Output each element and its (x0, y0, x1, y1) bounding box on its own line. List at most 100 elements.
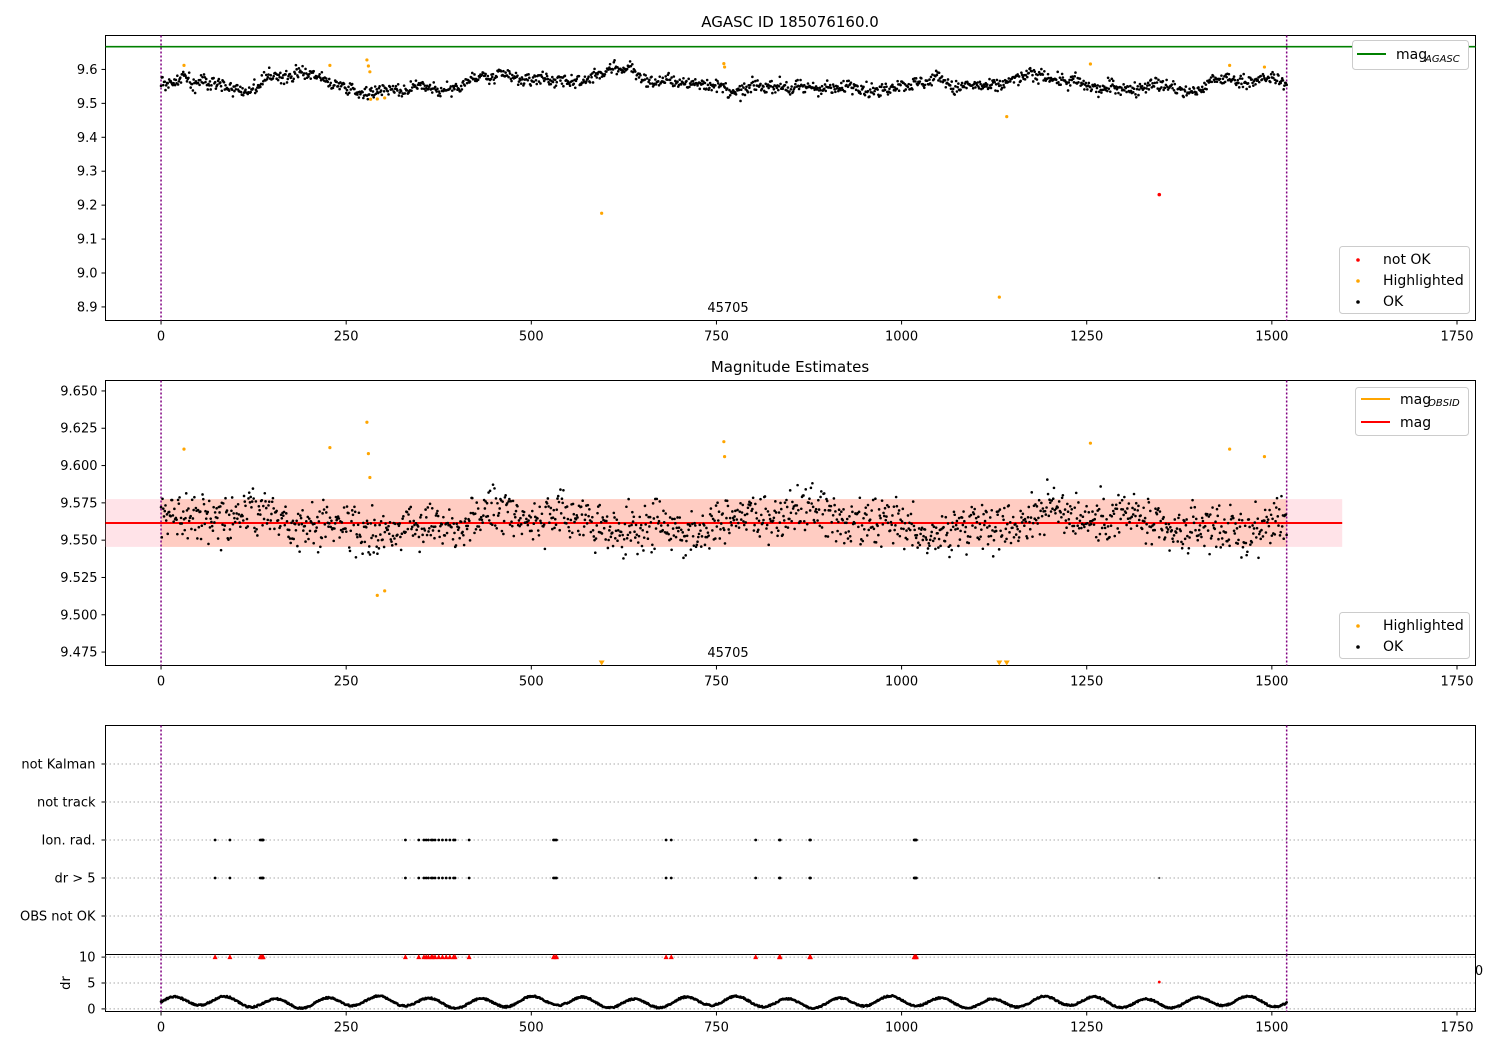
ok-point (410, 86, 414, 89)
ok-point (905, 537, 909, 541)
ok-point (777, 529, 780, 533)
ok-point (797, 508, 800, 512)
ok-point (1088, 85, 1092, 89)
ok-point (196, 508, 200, 512)
ok-point (1024, 73, 1028, 77)
ok-point (207, 84, 211, 87)
ok-point (684, 554, 687, 557)
ok-point (963, 85, 966, 89)
y-tick-label: 9.550 (60, 534, 97, 549)
highlighted-point (182, 63, 186, 67)
ok-point (1119, 517, 1122, 521)
ok-point (1210, 80, 1214, 84)
highlighted-point (600, 211, 604, 215)
ok-point (249, 495, 253, 499)
ok-point (1086, 88, 1089, 91)
ok-point (642, 536, 646, 539)
ok-point (843, 90, 847, 93)
x-tick-label: 1000 (885, 675, 918, 690)
ok-point (761, 521, 765, 525)
ok-point (799, 507, 803, 511)
ok-point (957, 516, 961, 520)
ok-point (916, 83, 919, 87)
ok-point (681, 531, 685, 534)
ok-point (992, 538, 996, 542)
ok-point (834, 539, 838, 543)
ok-point (185, 80, 189, 83)
ok-point (716, 79, 719, 83)
ok-point (1257, 556, 1260, 560)
ok-point (291, 519, 295, 523)
ok-point (1090, 88, 1094, 91)
ok-point (872, 92, 876, 96)
ok-point (990, 508, 994, 512)
ok-point (1101, 514, 1105, 518)
ok-point (514, 71, 518, 75)
ok-point (723, 542, 727, 545)
ok-point (519, 78, 522, 82)
ok-point (338, 536, 341, 539)
ok-point (273, 527, 276, 531)
ok-point (1152, 523, 1156, 526)
ok-point (1048, 501, 1052, 504)
ok-point (303, 524, 307, 528)
ok-point (176, 83, 180, 86)
ok-point (394, 542, 398, 546)
legend-highlighted-label: Highlighted (1383, 273, 1464, 289)
x-tick-label: 500 (519, 1021, 544, 1036)
ok-point (1259, 537, 1263, 541)
ok-point (400, 532, 404, 536)
ok-point (738, 84, 742, 88)
ok-point (380, 93, 384, 97)
ok-point (570, 73, 573, 77)
ok-point (379, 519, 383, 523)
ok-point (978, 80, 982, 84)
ok-point (988, 516, 992, 519)
ok-point (436, 509, 439, 513)
ok-point (628, 60, 632, 63)
ok-point (678, 78, 682, 81)
ok-point (200, 524, 204, 528)
ok-point (330, 519, 333, 523)
ok-point (906, 514, 910, 517)
ok-point (490, 523, 494, 527)
ok-point (541, 70, 544, 74)
ok-point (567, 525, 570, 529)
ok-point (701, 82, 705, 86)
ok-point (1068, 84, 1072, 87)
ok-point (365, 85, 368, 89)
ok-point (255, 89, 258, 93)
ok-point (644, 74, 647, 77)
ok-point (576, 529, 580, 533)
ok-point (923, 528, 927, 531)
ok-point (344, 527, 347, 530)
ok-point (777, 511, 781, 514)
ok-point (1245, 553, 1248, 557)
ok-point (1025, 69, 1028, 73)
ok-point (738, 510, 742, 513)
ok-point (952, 510, 956, 514)
ok-point (821, 512, 825, 516)
ok-point (265, 77, 269, 81)
ok-point (997, 548, 1001, 551)
panel1-point-legend: not OK Highlighted OK (1339, 246, 1470, 314)
ok-point (1095, 504, 1099, 507)
ok-point (508, 497, 511, 501)
ok-point (1273, 533, 1277, 536)
ok-point (880, 545, 883, 548)
ok-point (1014, 522, 1017, 526)
ok-point (508, 523, 512, 526)
ok-point (450, 516, 454, 520)
ok-point (1232, 516, 1235, 520)
ok-point (262, 504, 265, 508)
ok-point (691, 522, 694, 526)
ok-point (571, 79, 574, 83)
ok-point (1123, 495, 1126, 499)
ok-point (1227, 538, 1231, 541)
ok-point (951, 525, 955, 529)
ok-point (233, 520, 237, 524)
ok-point (1160, 528, 1164, 532)
ok-point (1122, 83, 1125, 86)
ok-point (308, 529, 312, 533)
ok-point (631, 62, 634, 66)
